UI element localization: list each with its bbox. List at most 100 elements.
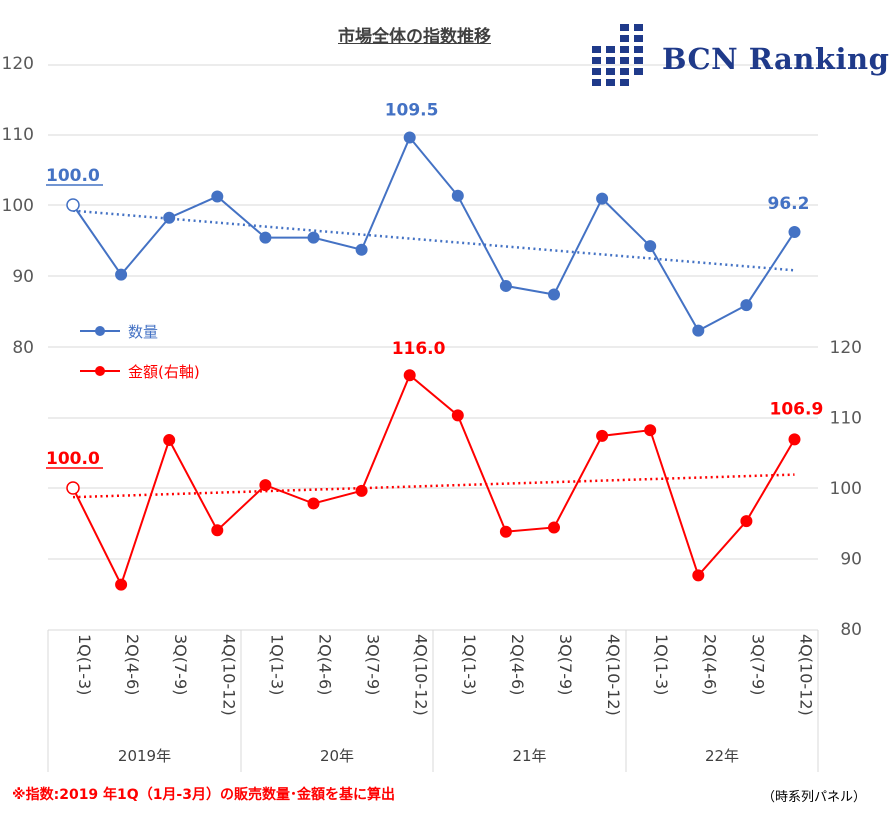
data-point-series-0-4 [259,231,272,244]
logo-grid-cell [592,57,601,64]
category-label-14: 3Q(7-9) [748,634,767,695]
data-label-0: 100.0 [46,166,100,186]
logo-grid-cell [620,79,629,86]
data-point-series-0-10 [548,288,560,301]
logo-grid-cell [592,46,601,53]
category-label-7: 4Q(10-12) [412,634,431,716]
logo-grid-cell [592,68,601,75]
left-axis-tick-80: 80 [12,338,34,358]
data-point-series-1-4 [259,479,272,492]
chart-title: 市場全体の指数推移 [338,27,491,47]
data-point-series-0-15 [788,225,801,238]
legend-marker-quantity [95,326,105,336]
legend-marker-amount [95,366,105,376]
logo-grid-cell [620,68,629,75]
data-point-series-1-8 [451,409,464,422]
data-label-4: 116.0 [392,339,446,359]
logo-grid-cell [606,79,615,86]
logo-grid-cell [606,46,615,53]
data-label-3: 100.0 [46,449,100,469]
logo-grid-cell [634,35,643,42]
data-point-series-0-5 [307,231,320,244]
data-point-series-1-14 [740,515,753,528]
data-point-series-1-1 [115,578,128,591]
logo-grid-cell [620,46,629,53]
data-point-series-1-9 [499,525,512,538]
logo-grid-cell [634,46,643,53]
footnote: ※指数:2019 年1Q（1月-3月）の販売数量･金額を基に算出 [12,787,395,803]
data-point-series-1-5 [307,497,320,510]
category-label-11: 4Q(10-12) [604,634,623,716]
logo-text: BCN Ranking [662,42,890,76]
category-label-0: 1Q(1-3) [75,634,94,695]
data-point-series-0-12 [644,240,657,253]
data-point-series-0-7 [403,131,416,144]
logo-grid-cell [606,68,615,75]
left-axis-tick-120: 120 [2,54,34,74]
logo-grid-cell [606,57,615,64]
left-axis-tick-90: 90 [12,267,34,287]
trendline-series-1 [72,473,795,499]
logo-grid-cell [634,57,643,64]
trendline-series-0 [72,209,795,272]
data-point-series-0-1 [115,268,128,281]
year-label-2: 21年 [512,747,546,765]
data-point-series-0-3 [211,190,224,203]
category-label-15: 4Q(10-12) [797,634,816,716]
data-point-series-1-12 [644,424,657,437]
source-note: （時系列パネル） [761,790,866,805]
right-axis-tick-90: 90 [840,550,862,570]
data-label-2: 96.2 [768,194,810,214]
data-point-series-1-11 [596,429,609,442]
right-axis-tick-120: 120 [830,338,862,358]
year-label-3: 22年 [705,747,739,765]
data-point-series-0-6 [355,243,368,256]
category-label-13: 2Q(4-6) [700,634,719,695]
category-label-9: 2Q(4-6) [508,634,527,695]
data-point-series-0-9 [499,279,512,292]
category-label-5: 2Q(4-6) [316,634,335,695]
bcn-ranking-logo: BCN Ranking [588,20,889,92]
data-point-series-1-13 [692,569,705,582]
logo-grid-icon [592,24,643,86]
series-line-0 [72,135,796,333]
data-point-series-0-2 [163,211,176,224]
left-axis-tick-100: 100 [2,196,34,216]
data-point-series-1-6 [355,484,368,497]
data-label-1: 109.5 [385,101,439,121]
data-point-series-0-0 [66,198,80,212]
category-label-2: 3Q(7-9) [171,634,190,695]
data-point-series-1-10 [548,521,560,534]
category-label-10: 3Q(7-9) [556,634,575,695]
data-point-series-0-8 [451,189,464,202]
series-line-1 [72,373,796,588]
category-label-6: 3Q(7-9) [364,634,383,695]
logo-grid-cell [620,35,629,42]
data-point-series-1-0 [66,481,80,495]
data-point-series-1-2 [163,434,176,447]
logo-grid-cell [620,57,629,64]
right-axis-tick-100: 100 [830,479,862,499]
right-axis-tick-80: 80 [840,620,862,640]
category-label-4: 1Q(1-3) [267,634,286,695]
left-axis-tick-110: 110 [2,125,34,145]
logo-grid-cell [592,79,601,86]
logo-grid-cell [620,24,629,31]
year-label-1: 20年 [320,747,354,765]
data-point-series-0-11 [596,192,609,205]
category-label-3: 4Q(10-12) [219,634,238,716]
data-label-5: 106.9 [770,399,824,419]
right-axis-tick-110: 110 [830,409,862,429]
year-label-0: 2019年 [118,747,171,765]
logo-grid-cell [634,24,643,31]
data-point-series-1-3 [211,524,224,537]
data-point-series-1-15 [788,433,801,446]
data-point-series-0-13 [692,324,705,337]
legend-label-amount: 金額(右軸) [128,363,200,381]
data-point-series-0-14 [740,299,753,312]
category-label-1: 2Q(4-6) [123,634,142,695]
data-point-series-1-7 [403,369,416,382]
category-label-12: 1Q(1-3) [652,634,671,695]
legend-label-quantity: 数量 [128,323,159,341]
